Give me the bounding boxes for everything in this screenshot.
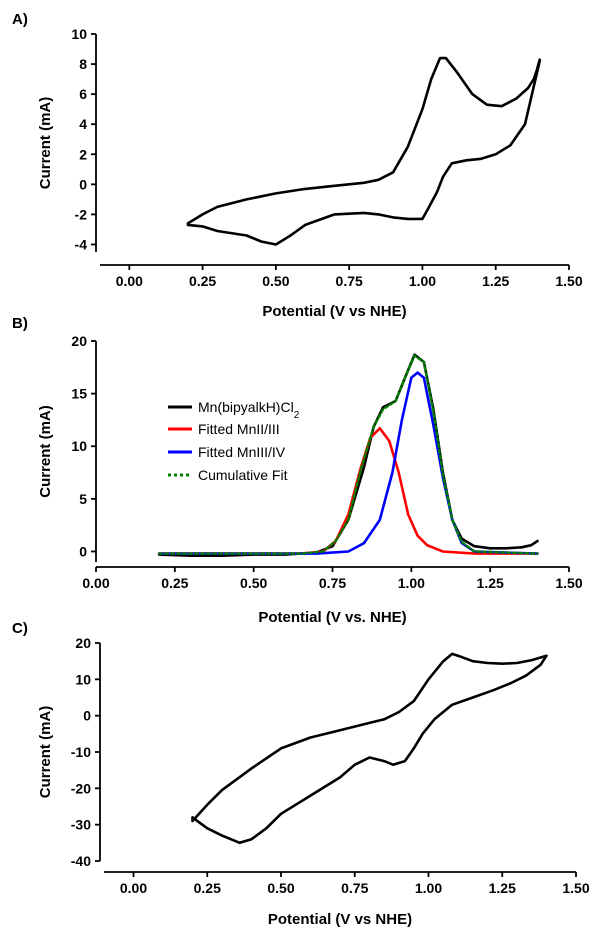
panel-b-legend: Mn(bipyalkH)Cl2 Fitted MnII/III Fitted M… (168, 399, 300, 483)
panel-a-chart: A) -4 -2 0 2 4 6 8 10 0.00 0.25 0.50 0.75 1.00 1.25 1.5… (12, 11, 583, 320)
y-tick-label: 2 (79, 146, 87, 162)
x-tick-label: 1.50 (555, 273, 582, 289)
panel-label: B) (12, 315, 28, 332)
y-tick-label: 10 (71, 26, 87, 42)
y-tick-label: 4 (79, 116, 87, 132)
x-tick-label: 1.50 (555, 575, 582, 591)
x-tick-label: 1.25 (477, 575, 504, 591)
legend-label-fitted-mniii-iv: Fitted MnIII/IV (198, 444, 286, 460)
x-tick-label: 0.75 (341, 880, 368, 896)
y-tick-label: 0 (83, 708, 91, 724)
y-axis-title: Current (mA) (37, 97, 54, 190)
y-axis-title: Current (mA) (37, 405, 54, 498)
x-tick-label: 0.75 (319, 575, 346, 591)
x-tick-label: 0.50 (262, 273, 289, 289)
y-tick-label: 5 (79, 491, 87, 507)
legend-label-fitted-mnii-iii: Fitted MnII/III (198, 421, 280, 437)
x-tick-label: 0.00 (82, 575, 109, 591)
x-tick-label: 0.50 (267, 880, 294, 896)
panel-c-chart: C) -40 -30 -20 -10 0 10 20 0.00 0.25 0.50 0.75 1.00 1… (12, 620, 590, 928)
x-tick-label: 1.50 (562, 880, 589, 896)
x-tick-label: 0.00 (116, 273, 143, 289)
x-axis-title: Potential (V vs NHE) (268, 911, 412, 928)
y-tick-label: -10 (71, 744, 91, 760)
x-tick-label: 0.25 (189, 273, 216, 289)
panel-label: A) (12, 11, 28, 28)
panel-b-chart: B) 0 5 10 15 20 0.00 0.25 0.50 0.75 1.00 1.25 1.50 Po… (12, 315, 583, 626)
y-tick-label: -20 (71, 780, 91, 796)
y-tick-label: 8 (79, 56, 87, 72)
x-tick-label: 0.75 (336, 273, 363, 289)
x-tick-label: 1.00 (409, 273, 436, 289)
y-tick-label: -30 (71, 817, 91, 833)
legend-label-cumulative-fit: Cumulative Fit (198, 467, 288, 483)
legend-label-mn-bipyalkh: Mn(bipyalkH)Cl2 (198, 399, 300, 421)
panel-label: C) (12, 620, 28, 637)
y-axis-title: Current (mA) (37, 706, 54, 799)
x-tick-label: 0.00 (120, 880, 147, 896)
y-tick-label: 10 (75, 671, 91, 687)
y-tick-label: 10 (71, 438, 87, 454)
series-line-1 (186, 56, 541, 246)
series-line-1 (191, 652, 548, 845)
y-tick-label: 20 (71, 333, 87, 349)
x-tick-label: 1.00 (398, 575, 425, 591)
x-tick-label: 0.25 (194, 880, 221, 896)
x-tick-label: 0.25 (161, 575, 188, 591)
y-tick-label: -40 (71, 853, 91, 869)
x-tick-label: 0.50 (240, 575, 267, 591)
y-tick-label: 6 (79, 86, 87, 102)
x-axis-title: Potential (V vs. NHE) (258, 609, 406, 626)
x-tick-label: 1.00 (415, 880, 442, 896)
x-tick-label: 1.25 (489, 880, 516, 896)
y-tick-label: -2 (75, 206, 88, 222)
x-axis-title: Potential (V vs NHE) (262, 303, 406, 320)
series-line-4 (157, 354, 539, 555)
x-tick-label: 1.25 (482, 273, 509, 289)
y-tick-label: 0 (79, 176, 87, 192)
y-tick-label: -4 (75, 236, 88, 252)
y-tick-label: 20 (75, 635, 91, 651)
y-tick-label: 15 (71, 386, 87, 402)
y-tick-label: 0 (79, 543, 87, 559)
